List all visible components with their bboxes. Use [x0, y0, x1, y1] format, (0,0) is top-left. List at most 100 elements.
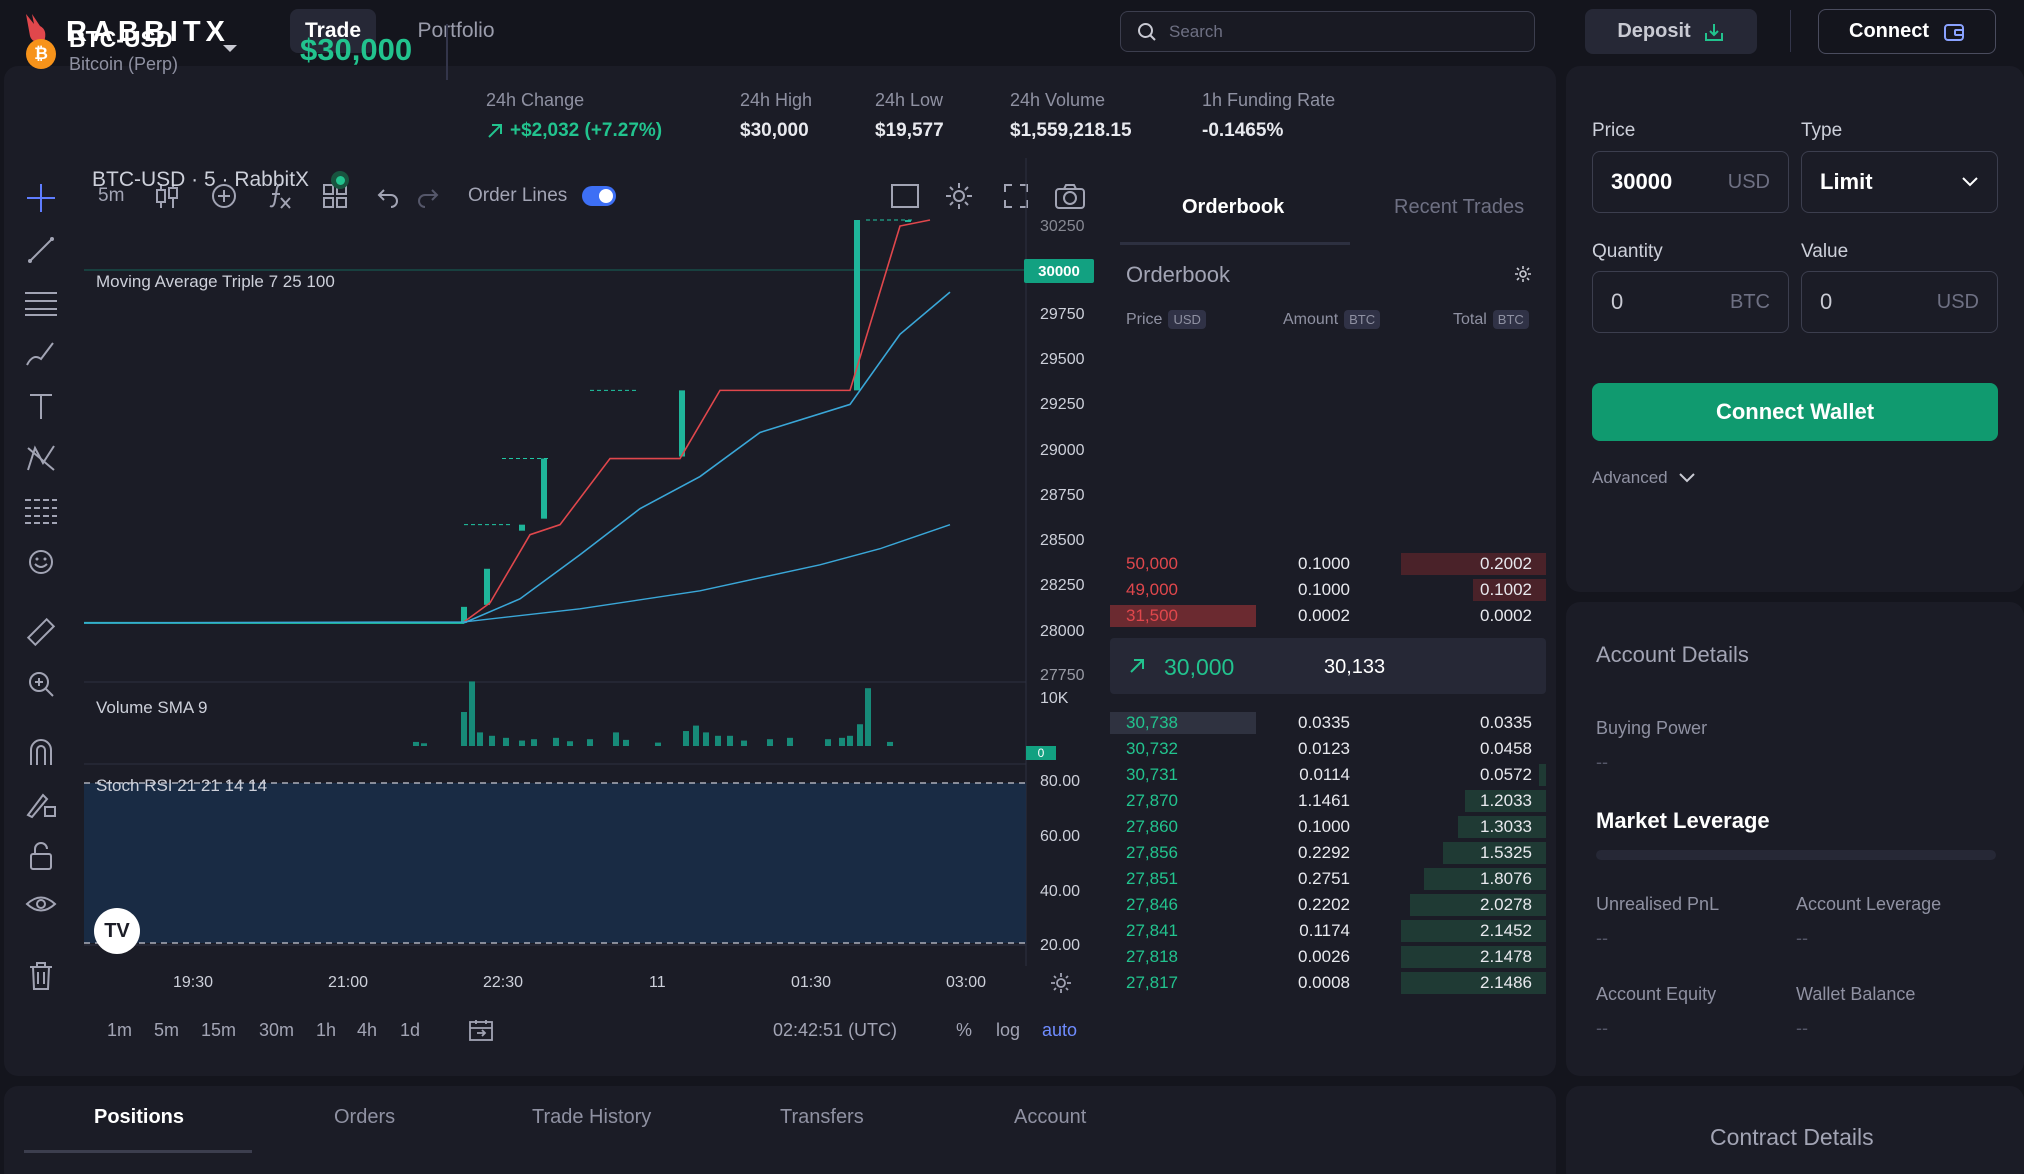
scale-auto-button[interactable]: auto: [1042, 1020, 1078, 1040]
candle-type-icon[interactable]: [154, 178, 180, 214]
price-axis-tick: 29250: [1040, 396, 1085, 413]
bid-row[interactable]: 27,841 0.1174 2.1452: [1110, 919, 1546, 943]
ruler-icon[interactable]: [18, 614, 64, 650]
bid-row[interactable]: 27,860 0.1000 1.3033: [1110, 815, 1546, 839]
pair-symbol[interactable]: BTC-USD: [69, 26, 173, 52]
bid-row[interactable]: 27,856 0.2292 1.5325: [1110, 841, 1546, 865]
orderbook-settings-icon[interactable]: [1514, 265, 1532, 283]
unlock-icon[interactable]: [18, 838, 64, 874]
volume-bar: [825, 739, 831, 746]
crosshair-icon[interactable]: [18, 180, 64, 216]
row-total: 1.5325: [1480, 843, 1532, 862]
tradingview-logo[interactable]: TV: [94, 908, 140, 954]
value-field[interactable]: 0 USD: [1801, 271, 1998, 333]
fib-levels-icon[interactable]: [18, 492, 64, 528]
nav-tab-trade[interactable]: Trade: [290, 9, 376, 53]
scale-log-button[interactable]: log: [996, 1020, 1021, 1040]
quantity-field[interactable]: 0 BTC: [1592, 271, 1789, 333]
scale-percent-button[interactable]: %: [956, 1020, 973, 1040]
tab-recent-trades[interactable]: Recent Trades: [1394, 196, 1525, 218]
interval-selector[interactable]: 5m: [98, 185, 125, 206]
contract-panel: [1566, 1086, 2024, 1174]
price-chart[interactable]: [60, 158, 1100, 970]
indicators-fx-icon[interactable]: [266, 178, 294, 214]
live-status-dot: [331, 171, 350, 189]
contract-details-title[interactable]: Contract Details: [1710, 1124, 1874, 1150]
fullscreen-box-icon[interactable]: [890, 178, 920, 214]
range-button-5m[interactable]: 5m: [154, 1020, 180, 1040]
ma-indicator-label[interactable]: Moving Average Triple 7 25 100: [96, 272, 335, 291]
range-button-1m[interactable]: 1m: [107, 1020, 133, 1040]
bid-row[interactable]: 30,732 0.0123 0.0458: [1110, 737, 1546, 761]
pattern-icon[interactable]: [18, 440, 64, 476]
order-type-select[interactable]: Limit: [1801, 151, 1998, 213]
visibility-icon[interactable]: [18, 886, 64, 922]
candle: [484, 568, 490, 605]
redo-icon[interactable]: [416, 178, 440, 214]
range-button-15m[interactable]: 15m: [201, 1020, 237, 1040]
bid-row[interactable]: 27,817 0.0008 2.1486: [1110, 971, 1546, 995]
row-total: 0.0335: [1480, 713, 1532, 732]
advanced-toggle[interactable]: Advanced: [1592, 468, 1696, 488]
depth-bar: [1410, 894, 1546, 916]
time-axis-tick: 11: [649, 974, 666, 991]
price-unit: USD: [1727, 170, 1770, 193]
brush-icon[interactable]: [18, 336, 64, 372]
bid-row[interactable]: 27,846 0.2202 2.0278: [1110, 893, 1546, 917]
rabbitx-logo[interactable]: RABBITX: [22, 12, 230, 52]
zoom-in-icon[interactable]: [18, 666, 64, 702]
emoji-icon[interactable]: [18, 544, 64, 580]
stat-value: $19,577: [875, 120, 944, 141]
bid-row[interactable]: 27,870 1.1461 1.2033: [1110, 789, 1546, 813]
text-tool-icon[interactable]: [18, 388, 64, 424]
volume-bar: [767, 739, 773, 746]
layout-grid-icon[interactable]: [322, 178, 348, 214]
range-button-1d[interactable]: 1d: [400, 1020, 421, 1040]
pair-dropdown-icon[interactable]: [222, 44, 238, 54]
camera-icon[interactable]: [1054, 178, 1086, 214]
volume-indicator-label[interactable]: Volume SMA 9: [96, 698, 208, 717]
draw-lock-icon[interactable]: [18, 786, 64, 822]
search-input[interactable]: [1169, 21, 1509, 42]
bid-row[interactable]: 30,731 0.0114 0.0572: [1110, 763, 1546, 787]
ask-row[interactable]: 49,000 0.1000 0.1002: [1110, 578, 1546, 602]
ask-row[interactable]: 50,000 0.1000 0.2002: [1110, 552, 1546, 576]
chart-settings-icon[interactable]: [944, 178, 974, 214]
date-range-icon[interactable]: [468, 1018, 494, 1042]
tab-transfers[interactable]: Transfers: [780, 1106, 864, 1128]
utc-clock[interactable]: 02:42:51 (UTC): [773, 1020, 898, 1040]
connect-wallet-button[interactable]: Connect Wallet: [1592, 383, 1998, 441]
connect-button[interactable]: Connect: [1818, 9, 1996, 54]
tab-account[interactable]: Account: [1014, 1106, 1087, 1128]
rsi-indicator-label[interactable]: Stoch RSI 21 21 14 14: [96, 776, 268, 795]
magnet-icon[interactable]: [18, 734, 64, 770]
row-price: 27,856: [1126, 843, 1178, 862]
tab-orderbook[interactable]: Orderbook: [1182, 196, 1285, 218]
axis-settings-icon[interactable]: [1050, 972, 1072, 994]
tab-trade-history[interactable]: Trade History: [532, 1106, 652, 1128]
range-button-30m[interactable]: 30m: [259, 1020, 295, 1040]
expand-icon[interactable]: [1002, 178, 1030, 214]
bid-row[interactable]: 30,738 0.0335 0.0335: [1110, 711, 1546, 735]
bid-row[interactable]: 27,851 0.2751 1.8076: [1110, 867, 1546, 891]
ask-row[interactable]: 31,500 0.0002 0.0002: [1110, 604, 1546, 628]
price-field[interactable]: 30000 USD: [1592, 151, 1789, 213]
order-lines-toggle[interactable]: [582, 178, 616, 214]
deposit-button[interactable]: Deposit: [1585, 9, 1757, 54]
tab-positions[interactable]: Positions: [94, 1106, 185, 1128]
type-label: Type: [1801, 120, 1843, 141]
undo-icon[interactable]: [376, 178, 400, 214]
trash-icon[interactable]: [18, 958, 64, 994]
arrow-up-right-icon: [1130, 659, 1144, 673]
positions-tab-underline: [24, 1150, 252, 1153]
volume-bar: [553, 737, 559, 746]
trend-line-icon[interactable]: [18, 232, 64, 268]
horizontal-lines-icon[interactable]: [18, 284, 64, 320]
tab-orders[interactable]: Orders: [334, 1106, 396, 1128]
range-button-1h[interactable]: 1h: [316, 1020, 337, 1040]
range-button-4h[interactable]: 4h: [357, 1020, 378, 1040]
search-box[interactable]: [1120, 11, 1535, 52]
add-indicator-icon[interactable]: [210, 178, 238, 214]
nav-tab-portfolio[interactable]: Portfolio: [417, 19, 495, 42]
bid-row[interactable]: 27,818 0.0026 2.1478: [1110, 945, 1546, 969]
